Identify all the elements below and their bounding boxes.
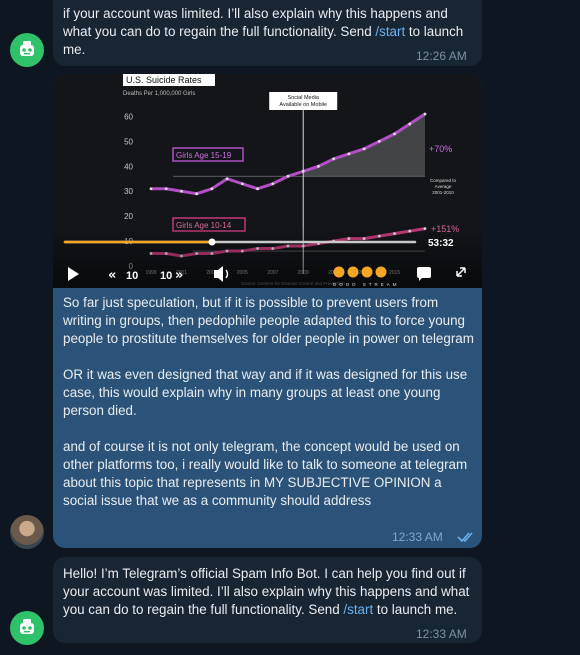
brand-dot — [375, 266, 387, 278]
y-tick-label: 60 — [124, 112, 133, 121]
annotation-text: Social Media — [287, 95, 319, 101]
bot-message-bubble: if your account was limited. I’ll also e… — [53, 0, 482, 66]
bot-avatar[interactable] — [10, 33, 44, 67]
fullscreen-icon — [456, 267, 466, 277]
compared-text: Compared to — [430, 178, 457, 183]
compared-text: Average — [435, 184, 452, 189]
data-point — [377, 139, 381, 143]
y-tick-label: 20 — [124, 212, 133, 221]
volume-wave — [225, 269, 229, 279]
chart-title-box — [123, 74, 215, 86]
captions-icon — [417, 267, 431, 278]
data-point — [362, 147, 366, 151]
rewind-seconds-label: 10 — [126, 270, 138, 282]
data-point — [393, 132, 396, 136]
start-command-link[interactable]: /start — [375, 24, 406, 39]
bot-message-bubble: Hello! I’m Telegram’s official Spam Info… — [53, 557, 482, 643]
y-tick-label: 40 — [124, 162, 133, 171]
data-point — [271, 182, 275, 186]
controls-gradient — [53, 224, 482, 288]
chart-subtitle: Deaths Per 1,000,000 Girls — [123, 91, 195, 97]
bot-icon — [20, 41, 34, 56]
forward-seconds-label: 10 — [160, 270, 172, 282]
bot-avatar[interactable] — [10, 611, 44, 645]
message-paragraph: and of course it is not only telegram, t… — [63, 439, 468, 508]
increase-area-15-19 — [303, 113, 425, 177]
data-point — [256, 187, 259, 191]
label-box-15-19 — [172, 147, 244, 162]
annotation-text: Available on Mobile — [279, 102, 327, 108]
compared-text: 2001-2010 — [432, 190, 454, 195]
data-point — [225, 177, 229, 181]
brand-logo-text: DOOD STREAM — [333, 282, 400, 287]
message-timestamp: 12:33 AM — [392, 530, 443, 544]
bot-icon — [20, 619, 34, 634]
start-command-link[interactable]: /start — [343, 602, 374, 617]
data-point — [408, 122, 412, 126]
bot-message-text: Hello! I’m Telegram’s official Spam Info… — [63, 566, 470, 617]
forward-icon: » — [175, 268, 183, 283]
message-paragraph: OR it was even designed that way and if … — [63, 367, 468, 418]
brand-dot — [361, 266, 373, 278]
progress-handle — [208, 238, 216, 246]
annotation-box — [269, 92, 338, 110]
data-point — [149, 187, 153, 191]
bot-message-text: if your account was limited. I’ll also e… — [63, 6, 464, 57]
data-point — [195, 192, 199, 196]
y-tick-label: 50 — [124, 137, 133, 146]
data-point — [240, 182, 244, 186]
rewind-icon: « — [108, 268, 116, 283]
duration-label: 53:32 — [428, 238, 454, 249]
percent-change-15-19: +70% — [429, 144, 452, 154]
data-point — [332, 157, 336, 161]
read-checkmarks-icon — [457, 532, 473, 543]
data-point — [180, 189, 183, 193]
user-message-text: So far just speculation, but if it is po… — [63, 294, 477, 510]
message-timestamp: 12:26 AM — [416, 49, 467, 63]
data-point — [286, 174, 290, 178]
data-point — [423, 112, 427, 116]
volume-icon — [214, 266, 223, 282]
chart-title: U.S. Suicide Rates — [126, 75, 202, 85]
data-point — [317, 164, 320, 168]
series-label-15-19: Girls Age 15-19 — [176, 151, 232, 160]
y-tick-label: 30 — [124, 187, 133, 196]
data-point — [210, 187, 214, 191]
brand-dot — [333, 266, 345, 278]
brand-dot — [347, 266, 359, 278]
play-icon — [68, 267, 79, 281]
message-paragraph: So far just speculation, but if it is po… — [63, 295, 474, 346]
data-point — [164, 187, 168, 191]
captions-icon-tail — [419, 278, 422, 281]
data-point — [347, 152, 351, 156]
user-avatar[interactable] — [10, 515, 44, 549]
message-timestamp: 12:33 AM — [416, 627, 467, 641]
